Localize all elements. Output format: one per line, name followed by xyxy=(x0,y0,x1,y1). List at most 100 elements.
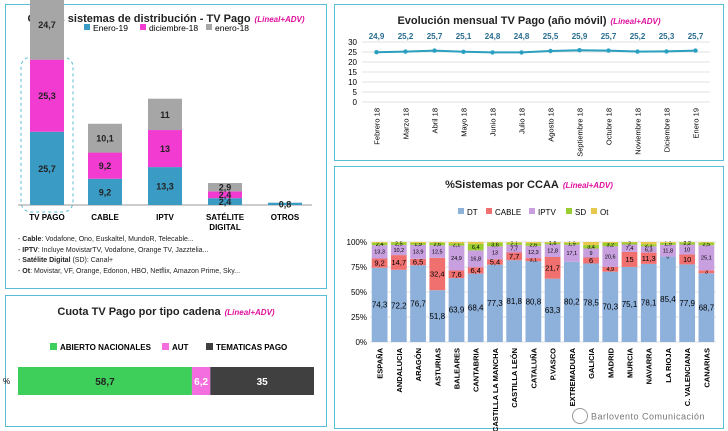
data-label: 13,3 xyxy=(156,182,174,192)
notes-list: - Cable: Vodafone, Ono, Euskaltel, Mundo… xyxy=(18,235,240,277)
bar-ot xyxy=(563,242,580,243)
panel-chain: Cuota TV Pago por tipo cadena (Lineal+ADV… xyxy=(5,295,327,427)
data-label: 70,3 xyxy=(602,303,618,312)
bar-iptv xyxy=(429,245,446,258)
bar-cable xyxy=(679,254,696,265)
bar-cable xyxy=(448,270,465,279)
y-tick-label: 75% xyxy=(351,263,367,272)
bar-cable xyxy=(390,255,407,270)
data-point xyxy=(374,50,379,55)
data-point xyxy=(606,48,611,53)
legend-label: diciembre-18 xyxy=(149,23,198,33)
category-label: % xyxy=(3,377,10,386)
data-label: 7,4 xyxy=(626,246,634,252)
bar-iptv xyxy=(525,245,542,259)
data-label: 7,7 xyxy=(510,246,518,252)
data-label: 77,9 xyxy=(679,299,695,308)
bar-cable xyxy=(467,267,484,274)
data-label: 63,9 xyxy=(449,306,465,315)
data-label: 12,5 xyxy=(432,249,443,255)
x-tick-label: Junio 18 xyxy=(489,108,498,136)
data-label: 2,4 xyxy=(219,197,232,207)
data-label: 78,5 xyxy=(583,298,599,307)
bar-enero-19 xyxy=(88,178,122,205)
x-tick-label: Mayo 18 xyxy=(460,108,469,137)
note-text: : Movistar, VF, Orange, Edonon, HBO, Net… xyxy=(30,267,241,275)
data-label: 12,3 xyxy=(528,250,539,256)
data-point xyxy=(403,49,408,54)
bar-dt xyxy=(583,263,599,342)
bar-ot xyxy=(525,242,542,244)
bar-enero-18 xyxy=(30,0,64,60)
legend-label: AUT xyxy=(172,343,189,352)
data-label: 2,5 xyxy=(395,241,403,247)
bar-sd xyxy=(410,243,426,245)
legend-label: IPTV xyxy=(538,208,556,217)
data-label: 13,9 xyxy=(413,250,424,256)
data-label: 75,1 xyxy=(622,300,638,309)
data-label: 35 xyxy=(257,377,269,388)
data-label: 9 xyxy=(590,251,593,257)
data-label: 6,4 xyxy=(471,266,481,275)
bar-enero-19 xyxy=(30,131,64,205)
category-label: ARAGÓN xyxy=(414,348,423,381)
data-point xyxy=(635,49,640,54)
data-label: 13 xyxy=(492,251,498,257)
data-label: 11,3 xyxy=(642,254,656,263)
bar-ot xyxy=(371,242,388,243)
x-tick-label: Julio 18 xyxy=(518,108,527,134)
data-label: 9,2 xyxy=(99,161,112,171)
data-label: 7,7 xyxy=(509,252,519,261)
bar-ot xyxy=(698,242,715,243)
data-label: 13,3 xyxy=(374,250,385,256)
bar-ot xyxy=(506,242,523,243)
bar-iptv xyxy=(390,244,407,256)
category-label: MURCIA xyxy=(626,347,635,378)
data-label: 1,6 xyxy=(549,241,557,247)
panel-ccaa-title: %Sistemas por CCAA (Lineal+ADV) xyxy=(335,179,723,191)
data-label: 6,5 xyxy=(413,258,423,267)
data-point xyxy=(693,48,698,53)
legend-label: CABLE xyxy=(495,208,521,217)
data-label: 15 xyxy=(625,255,633,264)
data-label: 10,1 xyxy=(96,134,114,144)
data-label: 3,6 xyxy=(491,242,499,248)
subtitle-text: (Lineal+ADV) xyxy=(254,15,305,24)
bar-iptv xyxy=(602,246,619,267)
bar-dt xyxy=(544,278,561,342)
x-tick-label: Noviembre 18 xyxy=(634,108,643,155)
category-label: ASTURIAS xyxy=(433,348,442,386)
bar-dt xyxy=(621,266,638,342)
bar-iptv xyxy=(506,244,523,253)
data-label: 24,8 xyxy=(514,32,530,41)
data-label: 2,9 xyxy=(219,183,232,193)
data-label: 80,8 xyxy=(526,297,542,306)
data-label: 0 xyxy=(666,254,669,260)
bar-sd xyxy=(640,244,657,247)
bar-ot xyxy=(487,242,503,243)
bar-sd xyxy=(390,242,407,245)
data-point xyxy=(577,48,582,53)
title-text: Cuotas sistemas de distribución - TV Pag… xyxy=(27,13,251,25)
bar-enero-18 xyxy=(88,123,122,153)
data-label: 25,1 xyxy=(456,32,472,41)
data-label: 74,3 xyxy=(372,301,388,310)
data-label: 85,4 xyxy=(660,295,676,304)
note-label: Cable xyxy=(22,236,42,243)
y-tick-label: 0 xyxy=(353,98,358,107)
data-label: 2,2 xyxy=(683,241,691,247)
bar-cable xyxy=(487,259,503,265)
category-label: OTROS xyxy=(271,213,300,222)
data-label: 24,9 xyxy=(451,256,462,262)
bar-iptv xyxy=(679,244,696,255)
logo-icon xyxy=(572,408,588,424)
data-label: 24,8 xyxy=(485,32,501,41)
legend-label: ABIERTO NACIONALES xyxy=(60,343,152,352)
data-label: 25,9 xyxy=(572,32,588,41)
category-label: CASTILLA LEÓN xyxy=(510,348,519,408)
data-label: 16,8 xyxy=(470,257,481,263)
bar-sd xyxy=(583,245,599,249)
bar-dt xyxy=(506,260,523,342)
bar-sd xyxy=(467,244,484,251)
bar-ot xyxy=(410,242,426,243)
